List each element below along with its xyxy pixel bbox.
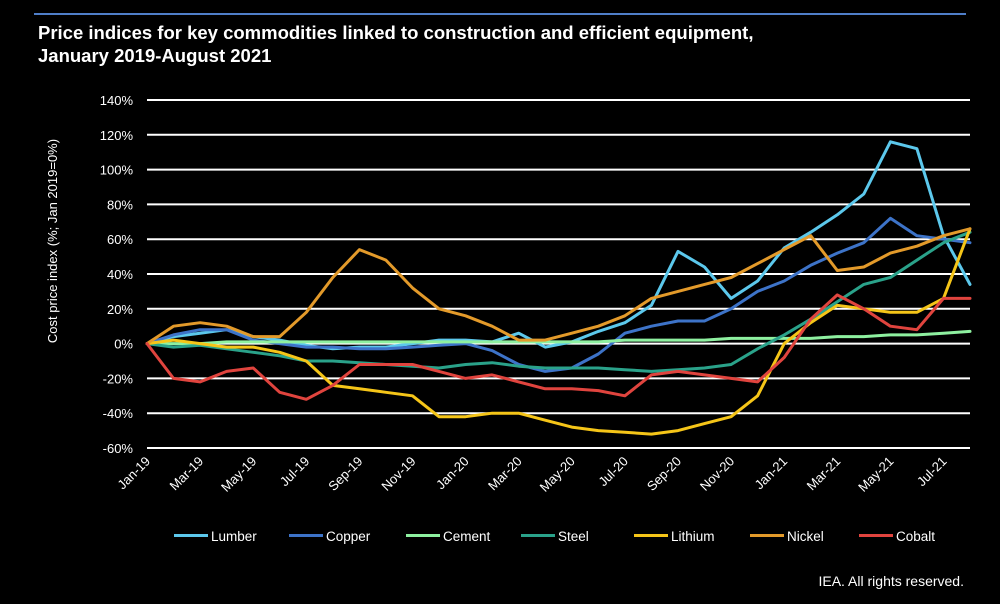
legend-item-lumber: Lumber bbox=[174, 527, 257, 547]
legend-swatch bbox=[521, 533, 555, 537]
title-rule bbox=[34, 13, 966, 15]
y-tick-label: -20% bbox=[103, 371, 134, 386]
series-line-copper bbox=[145, 216, 972, 373]
x-tick-label: Jan-20 bbox=[433, 454, 472, 493]
x-tick-label: Mar-21 bbox=[804, 454, 844, 494]
legend-label: Cement bbox=[443, 529, 491, 544]
legend-swatch bbox=[406, 533, 440, 537]
series-line-nickel bbox=[145, 227, 972, 346]
x-tick-label: Jan-21 bbox=[752, 454, 791, 493]
chart-title: Price indices for key commodities linked… bbox=[38, 21, 968, 67]
legend-swatch bbox=[174, 533, 208, 537]
legend-swatch bbox=[634, 533, 668, 537]
legend-swatch bbox=[859, 533, 893, 537]
y-tick-label: 80% bbox=[107, 197, 133, 212]
legend-label: Lumber bbox=[211, 529, 257, 544]
legend-item-copper: Copper bbox=[289, 527, 370, 547]
x-tick-label: Jul-19 bbox=[277, 454, 313, 490]
legend-item-nickel: Nickel bbox=[750, 527, 824, 547]
x-tick-label: Nov-20 bbox=[697, 454, 737, 494]
x-tick-label: Sep-20 bbox=[644, 454, 684, 494]
credit-text: IEA. All rights reserved. bbox=[818, 573, 964, 589]
x-tick-label: Mar-20 bbox=[485, 454, 525, 494]
x-tick-label: Jan-19 bbox=[114, 454, 153, 493]
chart-title-line-1: Price indices for key commodities linked… bbox=[38, 22, 754, 43]
y-tick-label: 120% bbox=[100, 128, 134, 143]
y-tick-label: -60% bbox=[103, 441, 134, 456]
legend-label: Cobalt bbox=[896, 529, 936, 544]
series-line-cement bbox=[145, 329, 972, 346]
series-line-cobalt bbox=[145, 293, 972, 401]
legend-item-steel: Steel bbox=[521, 527, 589, 547]
y-tick-label: 40% bbox=[107, 267, 133, 282]
y-tick-label: 140% bbox=[100, 93, 134, 108]
x-tick-label: Jul-21 bbox=[914, 454, 950, 490]
y-tick-label: 20% bbox=[107, 302, 133, 317]
series-line-steel bbox=[145, 230, 972, 373]
series-line-lithium bbox=[145, 227, 972, 436]
legend-swatch bbox=[289, 533, 323, 537]
legend: Lumber Copper Cement Steel Lithium Nickel Coba… bbox=[160, 527, 935, 547]
legend-swatch bbox=[750, 533, 784, 537]
x-tick-label: May-21 bbox=[855, 454, 896, 495]
x-tick-label: Nov-19 bbox=[378, 454, 418, 494]
chart-title-line-2: January 2019-August 2021 bbox=[38, 45, 272, 66]
legend-label: Nickel bbox=[787, 529, 824, 544]
x-tick-label: Sep-19 bbox=[325, 454, 365, 494]
legend-item-cobalt: Cobalt bbox=[859, 527, 935, 547]
legend-item-lithium: Lithium bbox=[634, 527, 715, 547]
x-tick-label: May-20 bbox=[537, 454, 578, 495]
x-tick-label: Mar-19 bbox=[166, 454, 206, 494]
y-tick-label: 60% bbox=[107, 232, 133, 247]
legend-label: Steel bbox=[558, 529, 589, 544]
series-line-lumber bbox=[145, 140, 972, 351]
x-tick-label: Jul-20 bbox=[595, 454, 631, 490]
y-tick-label: 100% bbox=[100, 163, 134, 178]
legend-label: Lithium bbox=[671, 529, 715, 544]
legend-label: Copper bbox=[326, 529, 371, 544]
y-tick-label: 0% bbox=[114, 337, 133, 352]
x-tick-label: May-19 bbox=[218, 454, 259, 495]
y-tick-label: -40% bbox=[103, 406, 134, 421]
legend-item-cement: Cement bbox=[406, 527, 490, 547]
